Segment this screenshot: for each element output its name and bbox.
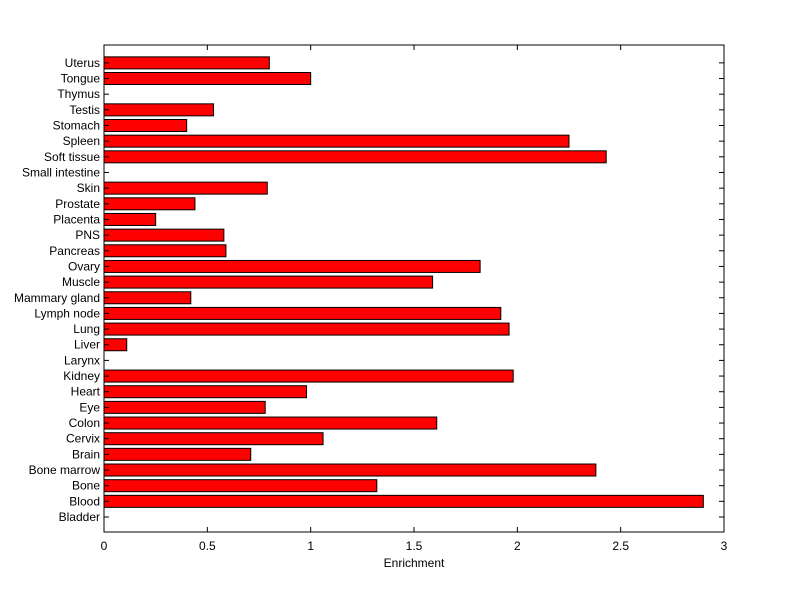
bar-eye	[103, 400, 266, 414]
y-tick-label-ovary: Ovary	[68, 259, 100, 273]
x-tick-label-0: 0	[101, 539, 108, 553]
x-tick-label-3: 1.5	[406, 539, 423, 553]
x-tick-label-6: 3	[721, 539, 728, 553]
bar-bone-marrow	[103, 463, 597, 477]
ticks-group	[103, 45, 725, 532]
x-tick-label-5: 2.5	[612, 539, 629, 553]
bar-pns	[103, 228, 225, 242]
y-tick-label-brain: Brain	[72, 447, 100, 461]
bar-uterus	[103, 56, 270, 70]
y-tick-label-liver: Liver	[74, 338, 100, 352]
bar-lymph-node	[103, 306, 502, 320]
bar-ovary	[103, 259, 481, 273]
y-tick-label-lung: Lung	[73, 322, 100, 336]
bar-pancreas	[103, 244, 227, 258]
bar-brain	[103, 447, 252, 461]
x-tick-label-1: 0.5	[199, 539, 216, 553]
y-tick-label-blood: Blood	[69, 494, 100, 508]
y-tick-label-eye: Eye	[79, 400, 100, 414]
y-tick-label-cervix: Cervix	[66, 432, 100, 446]
bar-blood	[103, 494, 704, 508]
bar-prostate	[103, 197, 196, 211]
y-tick-label-testis: Testis	[69, 103, 100, 117]
y-tick-label-bone-marrow: Bone marrow	[29, 463, 101, 477]
bar-skin	[103, 181, 268, 195]
y-tick-label-muscle: Muscle	[62, 275, 100, 289]
y-tick-label-heart: Heart	[71, 385, 101, 399]
y-tick-label-mammary-gland: Mammary gland	[14, 291, 100, 305]
y-tick-label-soft-tissue: Soft tissue	[44, 150, 100, 164]
bar-muscle	[103, 275, 434, 289]
y-tick-label-bladder: Bladder	[59, 510, 100, 524]
bar-mammary-gland	[103, 291, 192, 305]
y-tick-label-kidney: Kidney	[63, 369, 100, 383]
y-tick-label-small-intestine: Small intestine	[22, 165, 100, 179]
x-tick-label-2: 1	[307, 539, 314, 553]
bar-soft-tissue	[103, 150, 607, 164]
y-tick-label-placenta: Placenta	[53, 212, 100, 226]
y-tick-label-thymus: Thymus	[57, 87, 100, 101]
bar-kidney	[103, 369, 514, 383]
y-tick-label-pns: PNS	[75, 228, 100, 242]
bar-heart	[103, 385, 308, 399]
bar-stomach	[103, 119, 188, 132]
y-tick-label-lymph-node: Lymph node	[34, 306, 100, 320]
y-tick-label-spleen: Spleen	[63, 134, 100, 148]
y-tick-label-larynx: Larynx	[64, 353, 100, 367]
y-tick-label-tongue: Tongue	[61, 72, 101, 86]
x-tick-label-4: 2	[514, 539, 521, 553]
y-tick-label-prostate: Prostate	[55, 197, 100, 211]
bar-colon	[103, 416, 438, 430]
bar-spleen	[103, 134, 570, 148]
y-tick-label-bone: Bone	[72, 479, 100, 493]
bar-lung	[103, 322, 510, 336]
y-tick-label-skin: Skin	[77, 181, 100, 195]
y-tick-label-uterus: Uterus	[65, 56, 100, 70]
bars-group	[103, 56, 704, 508]
y-tick-label-stomach: Stomach	[53, 119, 100, 133]
bar-tongue	[103, 72, 312, 86]
y-tick-label-pancreas: Pancreas	[49, 244, 100, 258]
bar-cervix	[103, 432, 324, 446]
y-tick-label-colon: Colon	[69, 416, 100, 430]
bar-testis	[103, 103, 215, 117]
bar-placenta	[103, 212, 157, 226]
bar-bone	[103, 479, 378, 493]
x-axis-label: Enrichment	[384, 556, 445, 570]
